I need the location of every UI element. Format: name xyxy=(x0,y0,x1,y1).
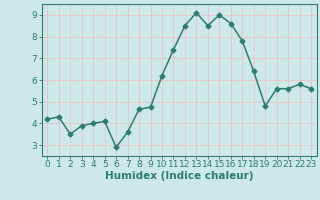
X-axis label: Humidex (Indice chaleur): Humidex (Indice chaleur) xyxy=(105,171,253,181)
